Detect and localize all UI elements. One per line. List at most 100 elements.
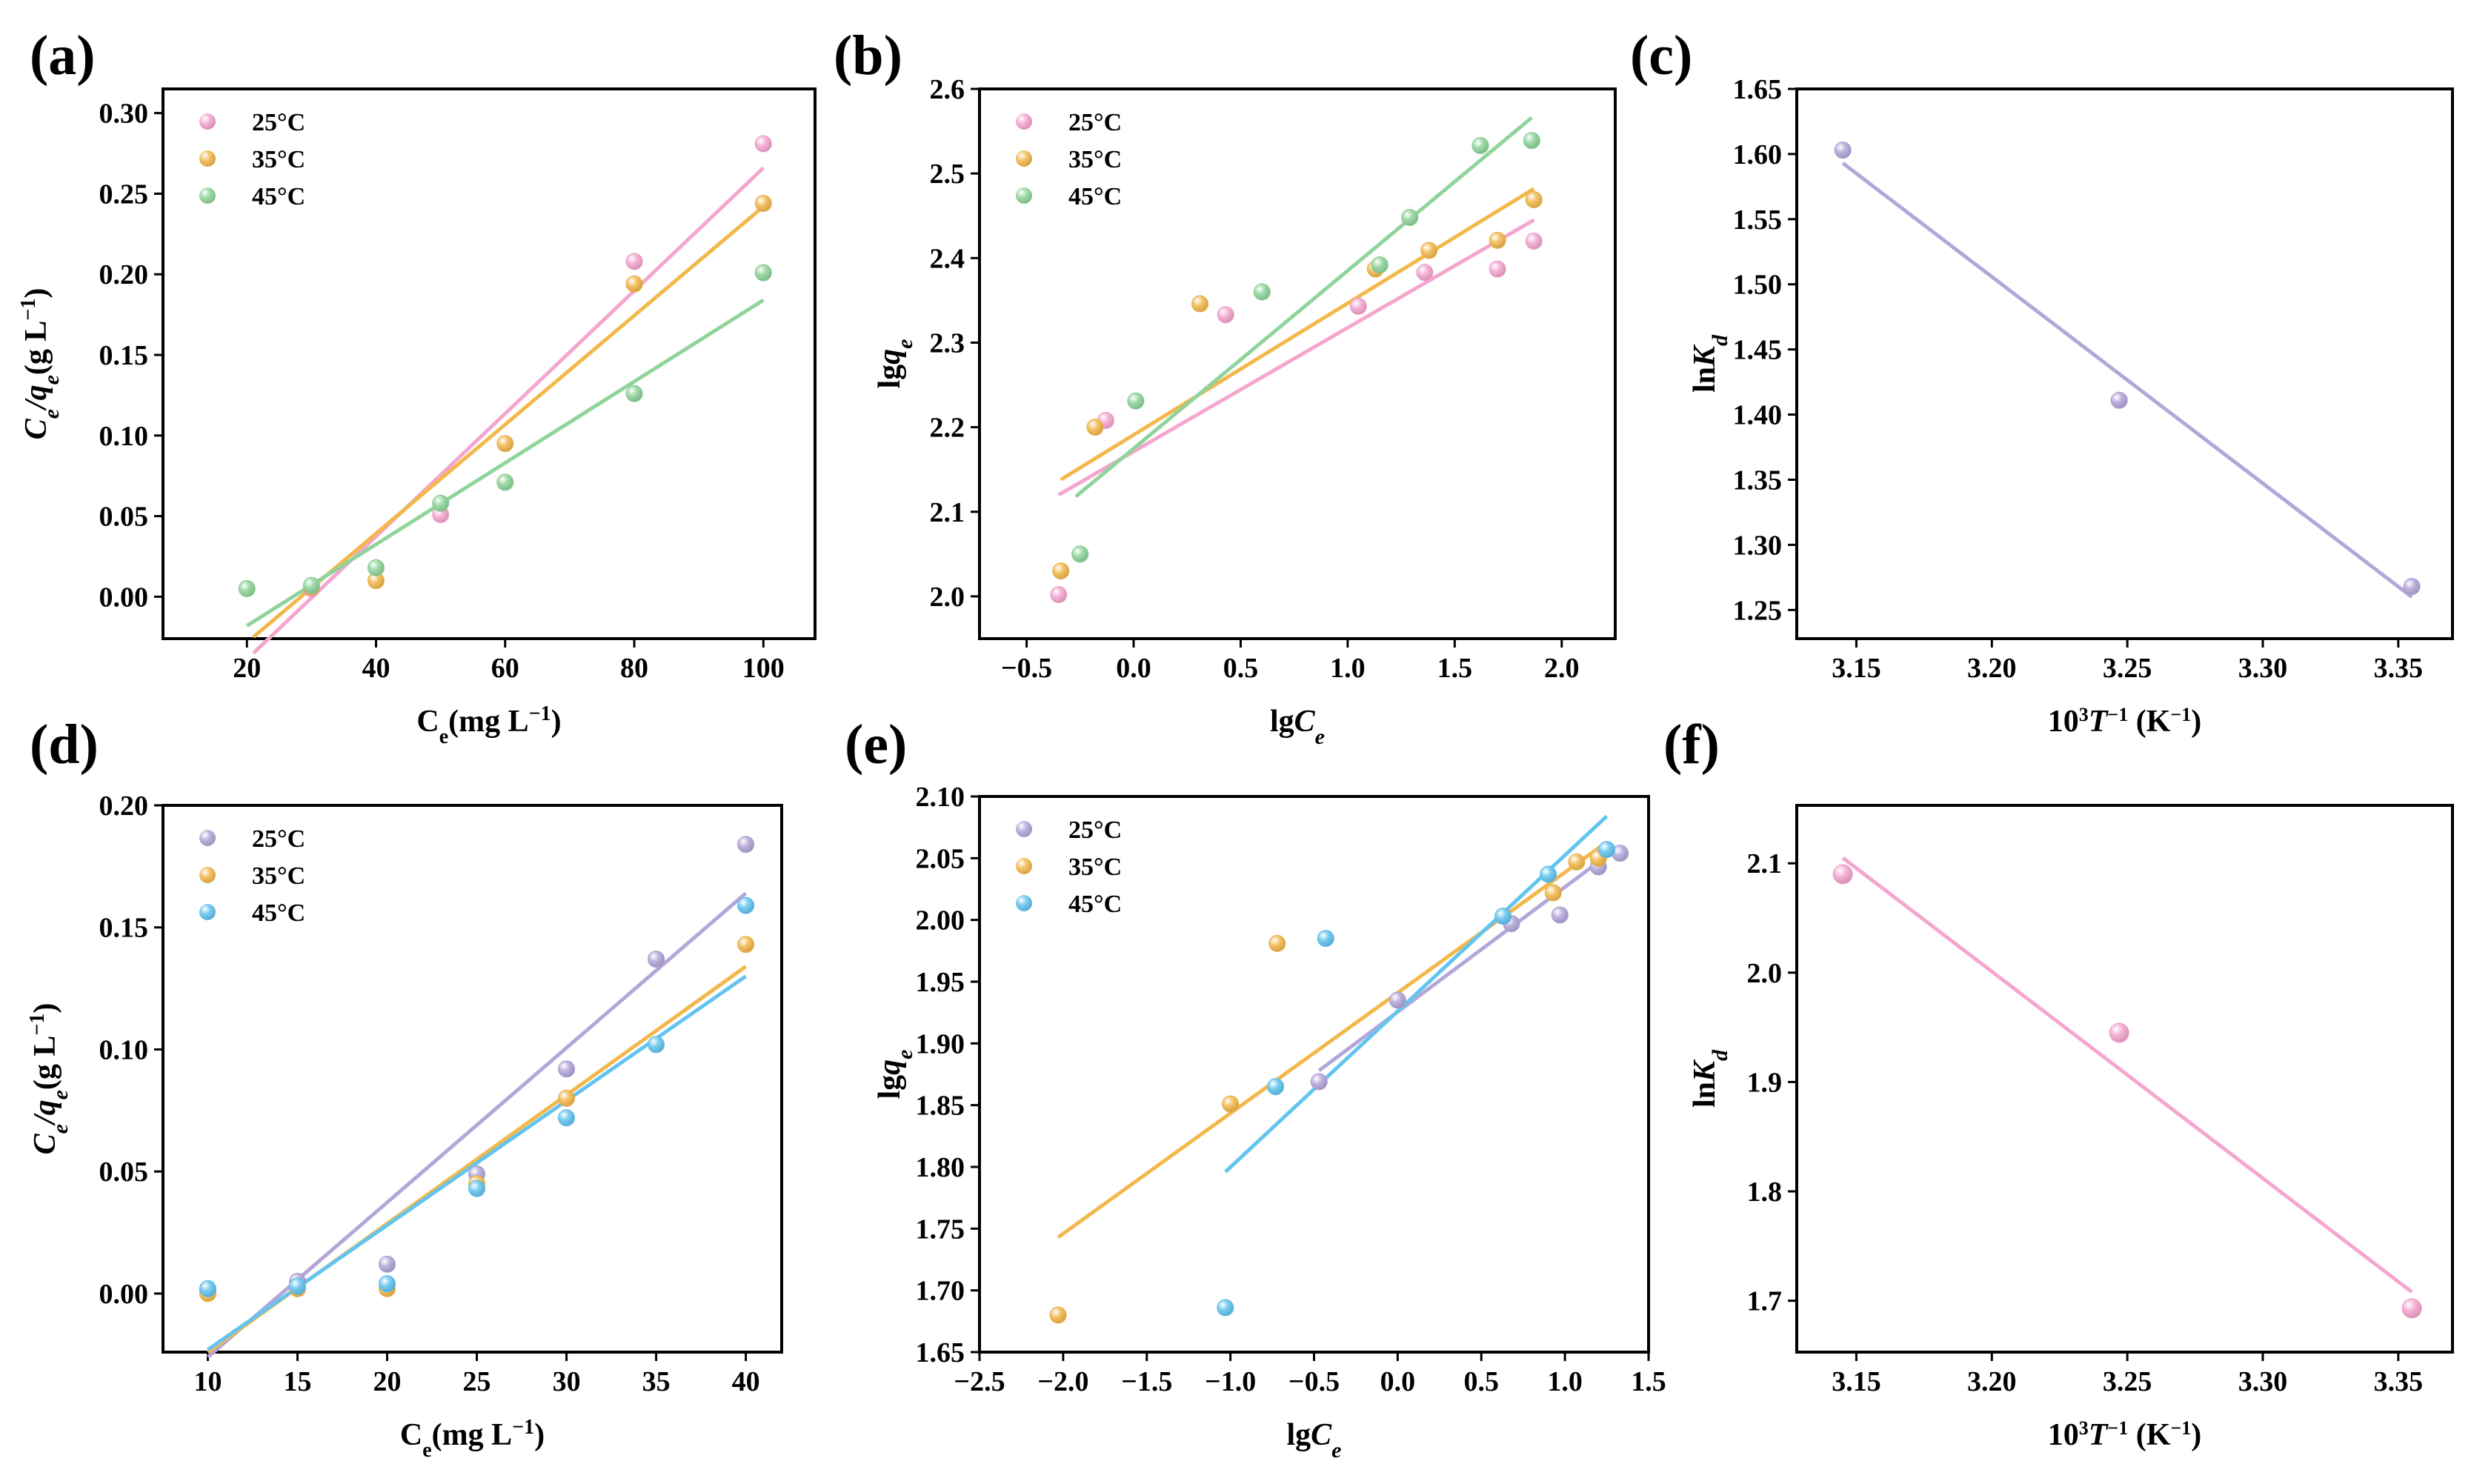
y-tick-label-f: 1.7 [1747,1286,1783,1317]
legend-marker-e-2 [1016,895,1032,911]
data-point-a-0-2 [625,253,643,270]
y-axis-label-c: lnKd [1688,334,1732,393]
x-tick-label-e: −1.0 [1205,1366,1256,1397]
y-tick-label-e: 1.95 [916,967,965,998]
x-tick-label-e: 0.5 [1464,1366,1500,1397]
panel-label-d: (d) [30,713,99,776]
y-axis-label-b: lgqe [873,339,917,389]
y-tick-label-a: 0.20 [99,259,149,290]
data-point-a-0-3 [754,135,772,153]
x-axis-label-c: 103T−1 (K−1) [2048,704,2201,739]
data-point-d-0-4 [558,1060,576,1078]
data-point-b-0-5 [1489,260,1506,278]
y-tick-label-a: 0.00 [99,582,149,613]
y-tick-label-b: 2.4 [930,243,965,274]
data-point-d-2-5 [648,1036,665,1054]
x-tick-label-e: 0.0 [1380,1366,1416,1397]
x-tick-label-d: 15 [284,1366,312,1397]
fit-line-a-1 [252,204,765,639]
data-point-f-0-2 [2401,1298,2422,1319]
data-point-e-1-1 [1222,1095,1240,1113]
data-point-d-2-1 [289,1277,307,1295]
y-tick-label-c: 1.40 [1733,400,1783,431]
x-tick-label-d: 25 [463,1366,491,1397]
x-tick-label-f: 3.15 [1832,1366,1881,1397]
fit-line-c-0 [1841,162,2413,599]
y-tick-label-b: 2.6 [930,74,965,105]
panel-a: (a) 20 40 60 80 100 0.00 0.05 0.10 0.15 0.20 0.25 0.… [17,24,817,748]
data-point-d-2-2 [379,1275,396,1293]
y-tick-label-c: 1.30 [1733,530,1783,561]
data-point-d-1-4 [558,1089,576,1107]
panel-label-e: (e) [845,713,907,776]
y-tick-label-d: 0.05 [99,1157,149,1188]
x-axis-label-e: lgCe [1286,1418,1341,1463]
data-point-d-0-6 [737,836,755,854]
data-point-d-0-5 [648,951,665,968]
y-tick-label-f: 1.8 [1747,1177,1783,1208]
y-tick-label-c: 1.25 [1733,595,1783,626]
x-tick-label-f: 3.30 [2238,1366,2288,1397]
x-tick-label-b: 1.5 [1437,653,1473,684]
legend-marker-d-1 [199,867,216,883]
fit-line-e-1 [1057,844,1603,1240]
x-tick-label-d: 30 [553,1366,581,1397]
data-point-c-0-0 [1834,142,1852,159]
data-point-e-0-0 [1310,1073,1328,1091]
data-point-d-2-0 [199,1280,217,1297]
plot-frame-d [162,804,783,1354]
x-tick-label-a: 20 [233,653,261,684]
data-point-a-2-3 [432,494,450,512]
y-tick-label-a: 0.25 [99,179,149,210]
x-tick-label-c: 3.15 [1832,653,1881,684]
y-axis-label-d: Ce/qe(g L−1) [26,1003,73,1155]
data-point-e-2-3 [1494,908,1512,925]
legend-marker-e-0 [1016,821,1032,837]
x-tick-label-a: 40 [362,653,390,684]
x-tick-label-b: 0.0 [1116,653,1151,684]
y-tick-label-e: 1.70 [916,1276,965,1307]
x-tick-label-f: 3.25 [2103,1366,2152,1397]
data-point-b-2-2 [1253,283,1271,301]
data-point-b-2-6 [1523,132,1540,150]
data-point-e-2-4 [1540,865,1557,883]
data-point-b-0-0 [1050,586,1068,604]
panel-label-f: (f) [1663,713,1720,776]
panel-label-a: (a) [30,24,96,87]
legend-label-d-0: 25°C [252,825,305,853]
legend-label-e-1: 35°C [1068,854,1122,881]
y-tick-label-e: 2.05 [916,843,965,874]
data-point-b-0-2 [1217,306,1234,324]
panel-e: (e) −2.5 −2.0 −1.5 −1.0 −0.5 0.0 0.5 1.0 1.5 1.65 1… [845,713,1666,1463]
data-point-e-0-1 [1389,991,1406,1009]
x-tick-label-b: 0.5 [1223,653,1259,684]
panel-b: (b) −0.5 0.0 0.5 1.0 1.5 2.0 2.0 2.1 2.2 2.3 2.4 2.5… [834,24,1617,749]
data-point-e-1-2 [1268,934,1286,952]
x-tick-label-d: 40 [732,1366,760,1397]
legend-marker-a-0 [199,113,216,130]
plot-frame-b [978,87,1617,640]
data-point-c-0-1 [2110,391,2128,409]
data-point-b-2-4 [1401,209,1419,227]
data-point-d-2-6 [737,896,755,914]
y-tick-label-a: 0.05 [99,502,149,533]
panel-f: (f) 3.15 3.20 3.25 3.30 3.35 1.7 1.8 1.9 2.0 2.1 10… [1663,713,2454,1452]
y-tick-label-d: 0.10 [99,1034,149,1065]
fit-line-e-0 [1317,844,1622,1073]
data-point-e-1-3 [1544,884,1562,902]
data-point-f-0-1 [2109,1022,2129,1043]
x-tick-label-e: 1.5 [1631,1366,1666,1397]
x-tick-label-e: −2.0 [1037,1366,1088,1397]
data-point-a-1-2 [496,435,514,453]
legend-marker-b-2 [1016,187,1032,204]
y-tick-label-e: 1.80 [916,1152,965,1183]
data-point-c-0-2 [2403,578,2421,596]
x-tick-label-d: 35 [642,1366,671,1397]
legend-label-d-1: 35°C [252,862,305,890]
data-point-b-0-6 [1525,232,1543,250]
data-point-b-1-2 [1191,295,1209,313]
data-point-d-2-4 [558,1109,576,1127]
data-point-b-1-6 [1525,191,1543,209]
y-tick-label-a: 0.15 [99,340,149,371]
x-tick-label-f: 3.35 [2374,1366,2424,1397]
